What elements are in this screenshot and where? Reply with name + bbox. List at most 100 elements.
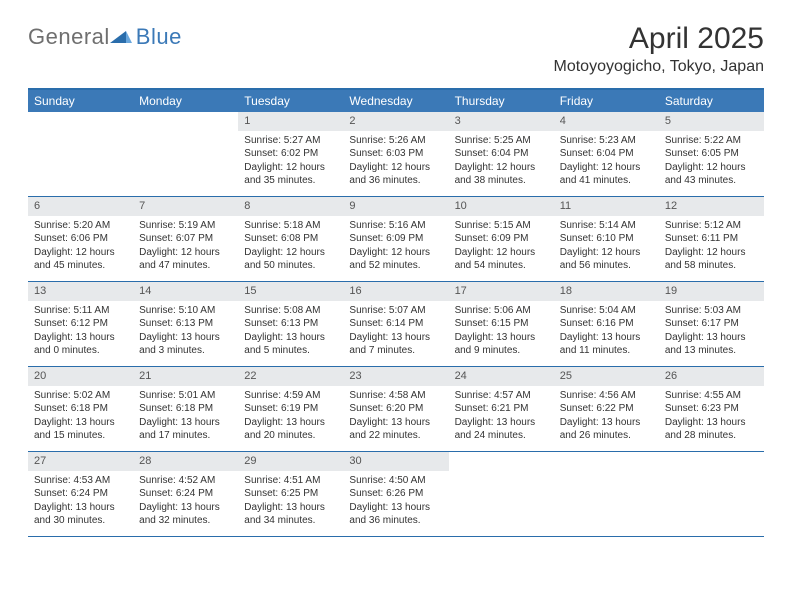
day-line-sr: Sunrise: 5:25 AM <box>455 134 548 148</box>
day-body: Sunrise: 5:11 AMSunset: 6:12 PMDaylight:… <box>28 301 133 362</box>
weekday-label: Tuesday <box>238 90 343 112</box>
day-number: 30 <box>343 452 448 471</box>
day-line-d2: and 5 minutes. <box>244 344 337 358</box>
day-line-d1: Daylight: 13 hours <box>560 416 653 430</box>
day-line-d1: Daylight: 13 hours <box>139 416 232 430</box>
day-number: 26 <box>659 367 764 386</box>
day-line-ss: Sunset: 6:03 PM <box>349 147 442 161</box>
day-line-sr: Sunrise: 5:26 AM <box>349 134 442 148</box>
day-number: 29 <box>238 452 343 471</box>
day-line-d2: and 45 minutes. <box>34 259 127 273</box>
weekday-label: Sunday <box>28 90 133 112</box>
day-line-d1: Daylight: 13 hours <box>665 416 758 430</box>
day-number: 24 <box>449 367 554 386</box>
logo-text-blue: Blue <box>136 24 182 50</box>
day-cell: 27Sunrise: 4:53 AMSunset: 6:24 PMDayligh… <box>28 452 133 536</box>
day-cell: 5Sunrise: 5:22 AMSunset: 6:05 PMDaylight… <box>659 112 764 196</box>
day-line-d1: Daylight: 13 hours <box>349 416 442 430</box>
day-line-d2: and 24 minutes. <box>455 429 548 443</box>
day-line-d2: and 11 minutes. <box>560 344 653 358</box>
day-line-d2: and 22 minutes. <box>349 429 442 443</box>
day-line-d1: Daylight: 13 hours <box>34 501 127 515</box>
day-line-ss: Sunset: 6:21 PM <box>455 402 548 416</box>
day-body: Sunrise: 5:07 AMSunset: 6:14 PMDaylight:… <box>343 301 448 362</box>
day-line-d1: Daylight: 12 hours <box>139 246 232 260</box>
day-line-d2: and 38 minutes. <box>455 174 548 188</box>
day-cell <box>659 452 764 536</box>
day-line-sr: Sunrise: 5:01 AM <box>139 389 232 403</box>
day-line-d2: and 3 minutes. <box>139 344 232 358</box>
day-body: Sunrise: 5:25 AMSunset: 6:04 PMDaylight:… <box>449 131 554 192</box>
day-cell: 12Sunrise: 5:12 AMSunset: 6:11 PMDayligh… <box>659 197 764 281</box>
day-cell: 14Sunrise: 5:10 AMSunset: 6:13 PMDayligh… <box>133 282 238 366</box>
day-line-sr: Sunrise: 4:59 AM <box>244 389 337 403</box>
day-number: 8 <box>238 197 343 216</box>
day-number: 3 <box>449 112 554 131</box>
weekday-label: Friday <box>554 90 659 112</box>
day-line-sr: Sunrise: 4:56 AM <box>560 389 653 403</box>
day-number: 20 <box>28 367 133 386</box>
day-number: 7 <box>133 197 238 216</box>
day-body: Sunrise: 4:53 AMSunset: 6:24 PMDaylight:… <box>28 471 133 532</box>
day-line-ss: Sunset: 6:20 PM <box>349 402 442 416</box>
day-line-ss: Sunset: 6:04 PM <box>560 147 653 161</box>
day-line-ss: Sunset: 6:23 PM <box>665 402 758 416</box>
day-number: 25 <box>554 367 659 386</box>
day-line-d2: and 32 minutes. <box>139 514 232 528</box>
day-line-d2: and 47 minutes. <box>139 259 232 273</box>
day-line-d2: and 41 minutes. <box>560 174 653 188</box>
day-cell: 3Sunrise: 5:25 AMSunset: 6:04 PMDaylight… <box>449 112 554 196</box>
day-line-d1: Daylight: 13 hours <box>349 331 442 345</box>
day-body: Sunrise: 4:57 AMSunset: 6:21 PMDaylight:… <box>449 386 554 447</box>
day-number: 13 <box>28 282 133 301</box>
day-line-d2: and 26 minutes. <box>560 429 653 443</box>
day-line-sr: Sunrise: 5:07 AM <box>349 304 442 318</box>
day-line-d1: Daylight: 13 hours <box>34 331 127 345</box>
day-line-sr: Sunrise: 5:08 AM <box>244 304 337 318</box>
day-line-ss: Sunset: 6:24 PM <box>139 487 232 501</box>
day-cell: 19Sunrise: 5:03 AMSunset: 6:17 PMDayligh… <box>659 282 764 366</box>
day-cell: 24Sunrise: 4:57 AMSunset: 6:21 PMDayligh… <box>449 367 554 451</box>
day-line-ss: Sunset: 6:09 PM <box>349 232 442 246</box>
weekday-label: Saturday <box>659 90 764 112</box>
day-body: Sunrise: 5:14 AMSunset: 6:10 PMDaylight:… <box>554 216 659 277</box>
day-number: 6 <box>28 197 133 216</box>
day-line-d1: Daylight: 12 hours <box>665 246 758 260</box>
title-block: April 2025 Motoyoyogicho, Tokyo, Japan <box>554 22 765 76</box>
day-line-ss: Sunset: 6:13 PM <box>139 317 232 331</box>
day-body: Sunrise: 5:19 AMSunset: 6:07 PMDaylight:… <box>133 216 238 277</box>
day-line-sr: Sunrise: 5:23 AM <box>560 134 653 148</box>
day-number: 17 <box>449 282 554 301</box>
day-line-d2: and 43 minutes. <box>665 174 758 188</box>
day-line-ss: Sunset: 6:06 PM <box>34 232 127 246</box>
day-body: Sunrise: 5:06 AMSunset: 6:15 PMDaylight:… <box>449 301 554 362</box>
day-number: 14 <box>133 282 238 301</box>
day-line-sr: Sunrise: 5:04 AM <box>560 304 653 318</box>
day-cell: 13Sunrise: 5:11 AMSunset: 6:12 PMDayligh… <box>28 282 133 366</box>
day-line-ss: Sunset: 6:16 PM <box>560 317 653 331</box>
day-body: Sunrise: 5:04 AMSunset: 6:16 PMDaylight:… <box>554 301 659 362</box>
day-line-sr: Sunrise: 4:50 AM <box>349 474 442 488</box>
day-cell: 26Sunrise: 4:55 AMSunset: 6:23 PMDayligh… <box>659 367 764 451</box>
day-body: Sunrise: 4:51 AMSunset: 6:25 PMDaylight:… <box>238 471 343 532</box>
day-line-d2: and 9 minutes. <box>455 344 548 358</box>
day-line-d2: and 56 minutes. <box>560 259 653 273</box>
day-line-d1: Daylight: 12 hours <box>34 246 127 260</box>
day-cell: 20Sunrise: 5:02 AMSunset: 6:18 PMDayligh… <box>28 367 133 451</box>
day-cell: 2Sunrise: 5:26 AMSunset: 6:03 PMDaylight… <box>343 112 448 196</box>
page-header: General Blue April 2025 Motoyoyogicho, T… <box>28 22 764 76</box>
day-line-d2: and 0 minutes. <box>34 344 127 358</box>
day-number: 18 <box>554 282 659 301</box>
day-line-ss: Sunset: 6:14 PM <box>349 317 442 331</box>
day-cell: 4Sunrise: 5:23 AMSunset: 6:04 PMDaylight… <box>554 112 659 196</box>
day-line-d2: and 52 minutes. <box>349 259 442 273</box>
day-line-sr: Sunrise: 5:22 AM <box>665 134 758 148</box>
day-number: 28 <box>133 452 238 471</box>
day-line-d1: Daylight: 12 hours <box>665 161 758 175</box>
day-body: Sunrise: 5:22 AMSunset: 6:05 PMDaylight:… <box>659 131 764 192</box>
day-line-ss: Sunset: 6:08 PM <box>244 232 337 246</box>
day-line-sr: Sunrise: 4:57 AM <box>455 389 548 403</box>
day-line-sr: Sunrise: 5:19 AM <box>139 219 232 233</box>
day-line-d2: and 17 minutes. <box>139 429 232 443</box>
day-body: Sunrise: 5:23 AMSunset: 6:04 PMDaylight:… <box>554 131 659 192</box>
